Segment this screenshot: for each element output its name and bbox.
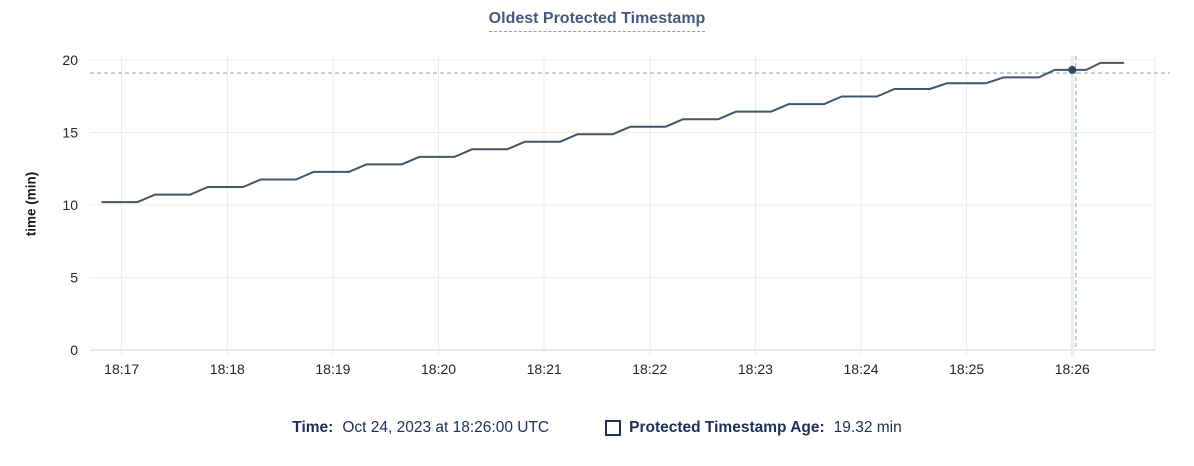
chart-legend: Time: Oct 24, 2023 at 18:26:00 UTC Prote… <box>0 419 1194 437</box>
legend-series-group: Protected Timestamp Age: 19.32 min <box>605 419 902 437</box>
chart-title-row: Oldest Protected Timestamp <box>0 10 1194 32</box>
legend-series-value: 19.32 min <box>833 419 902 436</box>
x-tick-label: 18:24 <box>844 361 879 377</box>
x-tick-label: 18:25 <box>949 361 984 377</box>
x-tick-label: 18:17 <box>104 361 139 377</box>
series-toggle-checkbox[interactable] <box>605 420 622 436</box>
x-tick-label: 18:26 <box>1055 361 1090 377</box>
y-tick-label: 20 <box>62 52 78 68</box>
legend-time-value: Oct 24, 2023 at 18:26:00 UTC <box>342 419 550 436</box>
y-tick-label: 5 <box>70 270 78 286</box>
legend-time-group: Time: Oct 24, 2023 at 18:26:00 UTC <box>292 419 549 437</box>
x-tick-label: 18:18 <box>210 361 245 377</box>
series-line <box>101 61 1125 204</box>
chart-plot-area[interactable]: 0 5 10 15 20 18:17 18:18 18:19 18:20 18:21 18:22 18… <box>0 0 1194 400</box>
x-tick-label: 18:22 <box>632 361 667 377</box>
hover-point-dot <box>1068 65 1077 74</box>
legend-time-label: Time: <box>292 419 334 436</box>
y-tick-label: 10 <box>62 197 78 213</box>
hovered-column-highlight <box>1070 56 1074 356</box>
y-tick-label: 0 <box>70 342 78 358</box>
x-tick-label: 18:23 <box>738 361 773 377</box>
y-axis-label: time (min) <box>23 171 39 237</box>
legend-series-label: Protected Timestamp Age: <box>629 419 825 436</box>
chart-title[interactable]: Oldest Protected Timestamp <box>488 10 706 32</box>
x-tick-label: 18:19 <box>315 361 350 377</box>
x-tick-label: 18:21 <box>527 361 562 377</box>
y-tick-label: 15 <box>62 125 78 141</box>
x-tick-label: 18:20 <box>421 361 456 377</box>
